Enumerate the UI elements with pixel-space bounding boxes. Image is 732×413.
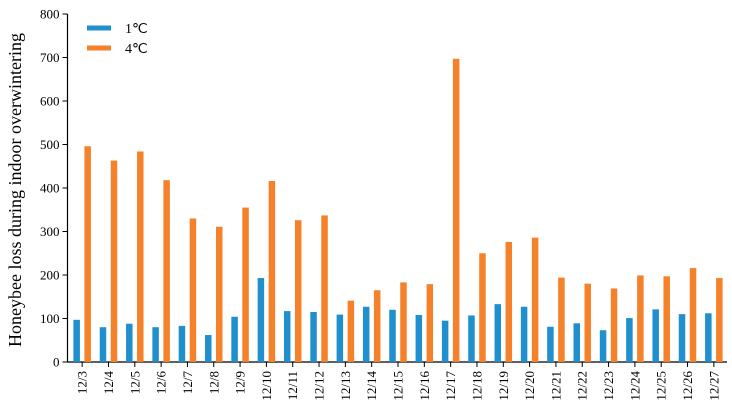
bar-series2-12-21	[558, 277, 565, 362]
bar-series1-12-7	[178, 325, 186, 362]
bar-series1-12-4	[99, 327, 107, 362]
x-tick-label: 12/6	[154, 371, 169, 395]
x-tick-label: 12/24	[627, 371, 642, 401]
bar-series2-12-3	[84, 146, 91, 362]
bar-series2-12-26	[689, 268, 697, 362]
bar-series1-12-3	[73, 319, 80, 362]
bar-series2-12-17	[452, 58, 460, 363]
bar-series1-12-15	[389, 309, 396, 362]
bar-series1-12-5	[126, 323, 133, 362]
x-tick-label: 12/27	[706, 371, 721, 401]
bar-series2-12-14	[373, 290, 381, 362]
x-tick-label: 12/20	[522, 371, 537, 401]
bar-series2-12-8	[216, 226, 223, 362]
bar-series2-12-18	[479, 253, 486, 362]
bar-series1-12-6	[152, 327, 159, 362]
y-tick-label: 100	[40, 311, 60, 326]
bar-series1-12-14	[362, 306, 370, 362]
bar-series2-12-10	[268, 181, 276, 362]
bar-series2-12-7	[189, 218, 197, 362]
bar-series2-12-20	[531, 237, 539, 362]
bar-series2-12-12	[321, 215, 328, 362]
bar-series2-12-11	[294, 220, 302, 362]
y-tick-label: 0	[53, 355, 60, 370]
bar-series1-12-25	[652, 309, 659, 362]
bar-series1-12-10	[257, 278, 265, 362]
x-tick-label: 12/22	[575, 371, 590, 401]
x-tick-label: 12/18	[469, 371, 484, 401]
x-tick-label: 12/4	[101, 371, 116, 395]
x-tick-label: 12/14	[364, 371, 379, 401]
bar-series2-12-15	[400, 282, 407, 362]
x-tick-label: 12/9	[233, 371, 248, 394]
x-tick-label: 12/21	[548, 371, 563, 401]
bar-series1-12-11	[283, 311, 291, 362]
y-tick-label: 300	[40, 224, 60, 239]
x-tick-label: 12/8	[206, 371, 221, 394]
x-tick-label: 12/17	[443, 371, 458, 401]
y-tick-label: 200	[40, 268, 60, 283]
bar-series2-12-16	[426, 284, 434, 362]
x-tick-label: 12/19	[496, 371, 511, 401]
x-tick-label: 12/3	[75, 371, 90, 394]
bar-series1-12-17	[441, 320, 449, 362]
bar-series2-12-6	[163, 180, 170, 362]
bar-series1-12-20	[520, 306, 528, 362]
y-tick-label: 500	[40, 137, 60, 152]
x-tick-label: 12/11	[285, 371, 300, 400]
bar-series2-12-13	[347, 300, 355, 362]
bar-series1-12-18	[468, 315, 475, 362]
x-tick-label: 12/23	[601, 371, 616, 401]
bar-series2-12-5	[137, 151, 144, 362]
bar-series1-12-8	[205, 335, 212, 362]
y-axis-title: Honeybee loss during indoor overwinterin…	[5, 33, 25, 347]
bar-series1-12-27	[705, 313, 712, 362]
y-tick-label: 800	[40, 7, 60, 22]
bar-series2-12-27	[716, 278, 723, 362]
y-tick-label: 600	[40, 94, 60, 109]
bar-series2-12-4	[110, 160, 118, 362]
x-tick-label: 12/15	[391, 371, 406, 401]
x-tick-label: 12/12	[312, 371, 327, 401]
bar-series1-12-13	[336, 314, 344, 362]
legend-label-series2: 4℃	[125, 42, 148, 57]
bar-series2-12-25	[663, 276, 670, 362]
bar-series2-12-23	[610, 288, 618, 362]
bar-series1-12-9	[231, 316, 238, 362]
bar-series1-12-12	[310, 311, 317, 362]
x-tick-label: 12/5	[127, 371, 142, 394]
bar-series1-12-26	[678, 314, 686, 362]
bar-series2-12-24	[637, 275, 644, 362]
bar-series1-12-23	[599, 330, 607, 362]
y-tick-label: 400	[40, 181, 60, 196]
x-tick-label: 12/25	[654, 371, 669, 401]
x-tick-label: 12/7	[180, 371, 195, 395]
y-tick-label: 700	[40, 50, 60, 65]
bar-series1-12-24	[626, 318, 633, 362]
bar-series2-12-22	[584, 283, 591, 362]
bar-series2-12-9	[242, 207, 249, 362]
x-tick-label: 12/10	[259, 371, 274, 401]
x-tick-label: 12/13	[338, 371, 353, 401]
x-tick-label: 12/26	[680, 371, 695, 401]
bar-series1-12-22	[573, 323, 580, 362]
x-tick-label: 12/16	[417, 371, 432, 401]
bar-series1-12-21	[547, 326, 554, 362]
legend-label-series1: 1℃	[125, 22, 148, 37]
bar-series1-12-19	[494, 304, 502, 362]
bar-series1-12-16	[415, 315, 423, 362]
bar-series2-12-19	[505, 241, 513, 362]
